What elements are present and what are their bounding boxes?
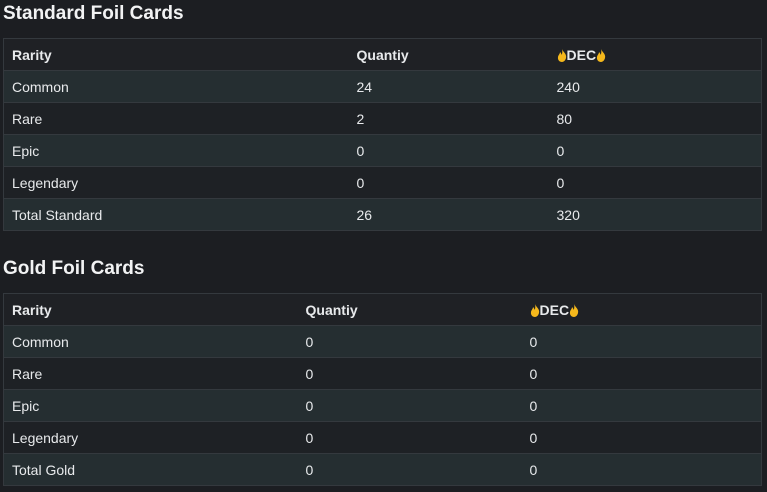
cell: 0 — [521, 453, 762, 486]
header-cell: DEC — [548, 38, 762, 71]
header-text: Rarity — [12, 46, 52, 63]
flame-icon — [557, 48, 566, 62]
cell: 0 — [297, 325, 522, 358]
header-text: Quantiy — [356, 46, 409, 63]
header-text: DEC — [539, 301, 570, 318]
row: Epic 0 0 — [3, 389, 762, 422]
header-row: Rarity Quantiy DEC — [3, 293, 762, 326]
cell: 0 — [521, 357, 762, 390]
section-title: Standard Foil Cards — [3, 3, 184, 24]
section-title: Gold Foil Cards — [3, 258, 145, 279]
flame-icon — [569, 303, 579, 317]
header-text: DEC — [566, 46, 597, 63]
cell: 0 — [297, 389, 522, 422]
cell: Legendary — [3, 166, 349, 199]
header-text: Rarity — [12, 301, 52, 318]
cell: 2 — [348, 102, 549, 135]
cell: Common — [3, 325, 298, 358]
row: Total Gold 0 0 — [3, 453, 762, 486]
cell: 240 — [548, 70, 762, 103]
cell: 0 — [297, 357, 522, 390]
cell: 0 — [521, 389, 762, 422]
cell: 0 — [521, 325, 762, 358]
cell: 0 — [521, 421, 762, 454]
cell: 80 — [548, 102, 762, 135]
row: Legendary 0 0 — [3, 421, 762, 454]
cell: Epic — [3, 389, 298, 422]
row: Common 24 240 — [3, 70, 762, 103]
table: Rarity Quantiy DEC Common 0 0 Rare 0 0 Epic 0 0 Lege… — [3, 293, 762, 486]
row: Rare 2 80 — [3, 102, 762, 135]
cell: Epic — [3, 134, 349, 167]
header-cell: Quantiy — [348, 38, 549, 71]
cell: 0 — [348, 134, 549, 167]
cell: Total Gold — [3, 453, 298, 486]
cell: Legendary — [3, 421, 298, 454]
header-cell: DEC — [521, 293, 762, 326]
header-row: Rarity Quantiy DEC — [3, 38, 762, 71]
cell: 0 — [297, 421, 522, 454]
cell: Total Standard — [3, 198, 349, 231]
cell: Rare — [3, 357, 298, 390]
cell: 0 — [548, 166, 762, 199]
cell: Rare — [3, 102, 349, 135]
header-cell: Rarity — [3, 293, 298, 326]
cell: 0 — [548, 134, 762, 167]
row: Total Standard 26 320 — [3, 198, 762, 231]
row: Rare 0 0 — [3, 357, 762, 390]
cell: 0 — [297, 453, 522, 486]
flame-icon — [530, 303, 539, 317]
cell: 26 — [348, 198, 549, 231]
flame-icon — [596, 48, 606, 62]
cell: 24 — [348, 70, 549, 103]
header-text: Quantiy — [305, 301, 358, 318]
table: Rarity Quantiy DEC Common 24 240 Rare 2 80 Epic 0 0… — [3, 38, 762, 231]
cell: Common — [3, 70, 349, 103]
row: Common 0 0 — [3, 325, 762, 358]
cell: 0 — [348, 166, 549, 199]
row: Legendary 0 0 — [3, 166, 762, 199]
cell: 320 — [548, 198, 762, 231]
header-cell: Quantiy — [297, 293, 522, 326]
header-cell: Rarity — [3, 38, 349, 71]
row: Epic 0 0 — [3, 134, 762, 167]
